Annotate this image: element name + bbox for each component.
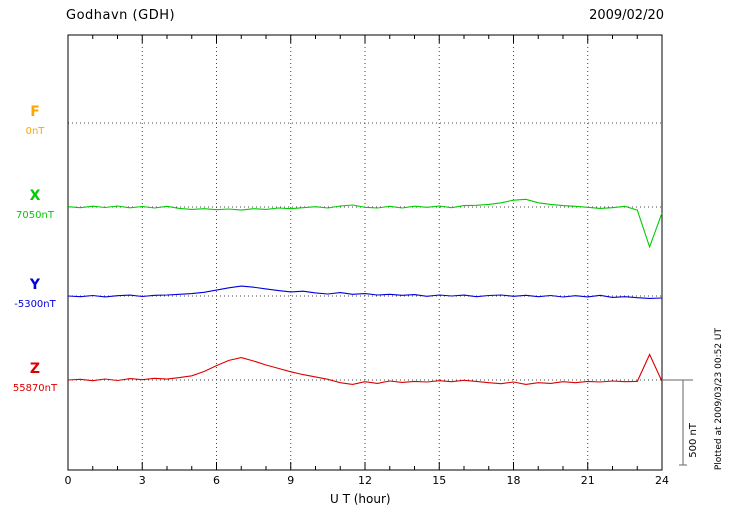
trace-y <box>67 285 663 299</box>
x-tick-label: 18 <box>506 474 521 487</box>
scale-bar-label: 500 nT <box>688 423 699 458</box>
series-baseline-y: -5300nT <box>14 299 56 310</box>
series-name-x: X <box>29 188 41 204</box>
trace-z <box>67 353 663 385</box>
x-tick-label: 6 <box>213 474 220 487</box>
trace-x <box>67 198 663 249</box>
x-tick-label: 24 <box>655 474 669 487</box>
x-tick-label: 3 <box>138 474 146 487</box>
observation-date: 2009/02/20 <box>589 8 664 23</box>
x-tick-label: 12 <box>358 474 372 487</box>
series-name-f: F <box>30 104 40 120</box>
x-tick-label: 15 <box>432 474 447 487</box>
x-axis-title: U T (hour) <box>330 492 391 506</box>
series-name-y: Y <box>29 277 41 293</box>
x-tick-label: 9 <box>287 474 295 487</box>
series-baseline-z: 55870nT <box>12 383 58 394</box>
series-baseline-f: 0nT <box>25 126 45 137</box>
plotted-at-timestamp: Plotted at 2009/03/23 00:52 UT <box>714 327 724 470</box>
plot-frame <box>67 34 663 471</box>
x-tick-label: 0 <box>64 474 72 487</box>
series-baseline-x: 7050nT <box>16 210 54 221</box>
series-name-z: Z <box>29 361 41 377</box>
x-tick-label: 21 <box>580 474 595 487</box>
station-title: Godhavn (GDH) <box>66 8 176 23</box>
